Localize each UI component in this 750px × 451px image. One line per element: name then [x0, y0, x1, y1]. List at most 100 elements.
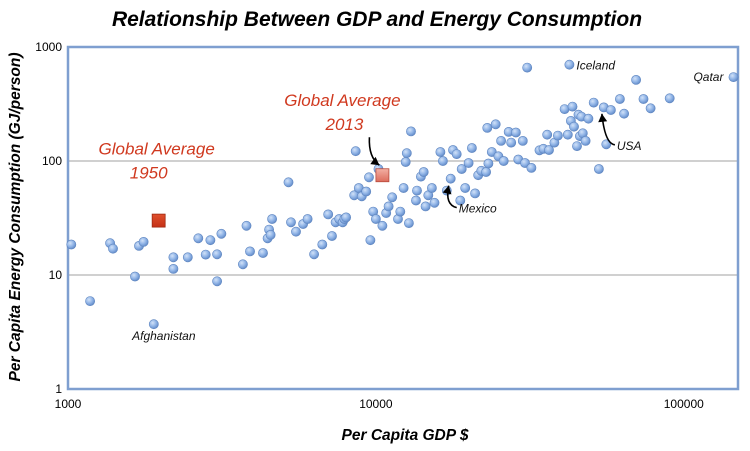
- data-point: [400, 157, 411, 167]
- data-point: [182, 252, 193, 263]
- data-point: [403, 218, 414, 228]
- data-point: [291, 226, 301, 237]
- data-point: [526, 162, 537, 173]
- plot-frame: [66, 45, 740, 391]
- data-point: [572, 141, 582, 151]
- data-point: [498, 156, 509, 166]
- global-average-2013-marker: [375, 168, 390, 183]
- annotation-afghanistan: Afghanistan: [131, 329, 196, 343]
- data-point: [341, 212, 351, 223]
- y-tick-label: 10: [49, 268, 63, 282]
- data-point: [601, 139, 612, 150]
- y-tick-label: 1000: [35, 40, 62, 54]
- data-point: [542, 129, 553, 140]
- x-tick-label: 100000: [664, 397, 704, 411]
- data-point: [451, 149, 462, 159]
- data-point: [460, 183, 471, 193]
- data-point: [490, 119, 501, 130]
- data-point: [212, 249, 222, 260]
- data-point: [377, 220, 388, 231]
- y-axis-label: Per Capita Energy Consumption (GJ/person…: [7, 53, 24, 382]
- chart-title: Relationship Between GDP and Energy Cons…: [112, 8, 642, 31]
- data-point: [420, 201, 431, 212]
- data-point: [383, 201, 394, 212]
- data-point: [237, 259, 248, 270]
- data-point: [286, 217, 296, 228]
- data-point: [193, 233, 204, 244]
- data-point: [350, 146, 361, 157]
- mexico-arrow-head: [442, 185, 452, 195]
- data-point: [664, 93, 675, 104]
- data-point: [638, 94, 649, 104]
- data-point: [401, 148, 412, 159]
- global-average-2013-arrow-head: [370, 156, 380, 166]
- data-point: [138, 236, 149, 247]
- data-point: [429, 197, 440, 208]
- data-point: [361, 186, 372, 197]
- data-point: [482, 123, 493, 133]
- data-point: [148, 319, 159, 330]
- global-average-1950-label: Global Average: [99, 140, 215, 159]
- data-point: [258, 248, 268, 258]
- data-point: [506, 137, 517, 148]
- x-axis-label: Per Capita GDP $: [342, 427, 469, 444]
- data-point: [66, 239, 77, 250]
- data-point: [283, 177, 294, 188]
- global-average-1950-year: 1950: [130, 164, 168, 183]
- data-point: [412, 185, 422, 196]
- data-point: [631, 75, 641, 85]
- data-point: [437, 156, 448, 166]
- x-tick-label: 10000: [359, 397, 393, 411]
- gridlines: [68, 160, 738, 276]
- data-point: [317, 239, 328, 250]
- data-point: [395, 206, 406, 217]
- data-point: [85, 296, 95, 306]
- data-point: [168, 263, 179, 274]
- data-point: [411, 195, 421, 206]
- data-point: [241, 220, 252, 231]
- data-point: [583, 113, 594, 124]
- data-point: [645, 103, 656, 114]
- annotation-mexico: Mexico: [459, 202, 497, 216]
- global-average-2013-label: Global Average: [284, 91, 400, 110]
- data-point: [470, 188, 480, 199]
- global-average-1950-marker: [151, 213, 166, 228]
- data-point: [517, 135, 528, 146]
- data-point: [455, 195, 466, 206]
- annotations: Iceland Qatar USA Mexico Afghanistan: [131, 59, 724, 344]
- annotation-iceland: Iceland: [576, 59, 615, 73]
- data-point: [418, 167, 429, 177]
- data-point: [569, 121, 579, 132]
- axis-ticks: 1 10 100 1000 1000 10000 100000: [35, 40, 704, 411]
- data-point: [588, 97, 599, 108]
- usa-arrow-head: [598, 113, 608, 123]
- data-point: [130, 271, 140, 282]
- data-point: [522, 62, 533, 73]
- data-point: [619, 108, 629, 119]
- data-point: [309, 249, 319, 260]
- data-point: [445, 173, 456, 184]
- highlight-markers: Global Average 1950 Global Average 2013: [99, 91, 401, 228]
- data-point: [615, 94, 625, 104]
- data-point: [200, 249, 211, 260]
- y-tick-label: 1: [55, 382, 62, 396]
- data-point: [562, 129, 573, 140]
- data-point: [567, 101, 578, 112]
- data-point: [398, 183, 409, 193]
- data-point: [456, 164, 467, 174]
- data-point: [426, 183, 437, 193]
- global-average-2013-year: 2013: [325, 115, 364, 134]
- data-point: [544, 145, 554, 155]
- data-point: [387, 192, 398, 203]
- data-point: [564, 59, 575, 70]
- annotation-qatar: Qatar: [693, 70, 724, 84]
- data-point: [553, 130, 563, 141]
- data-point: [365, 235, 376, 246]
- data-point: [212, 276, 222, 287]
- data-point: [323, 209, 334, 220]
- data-point: [168, 252, 179, 263]
- data-point: [580, 135, 591, 146]
- data-point: [205, 235, 216, 246]
- data-point: [466, 143, 477, 153]
